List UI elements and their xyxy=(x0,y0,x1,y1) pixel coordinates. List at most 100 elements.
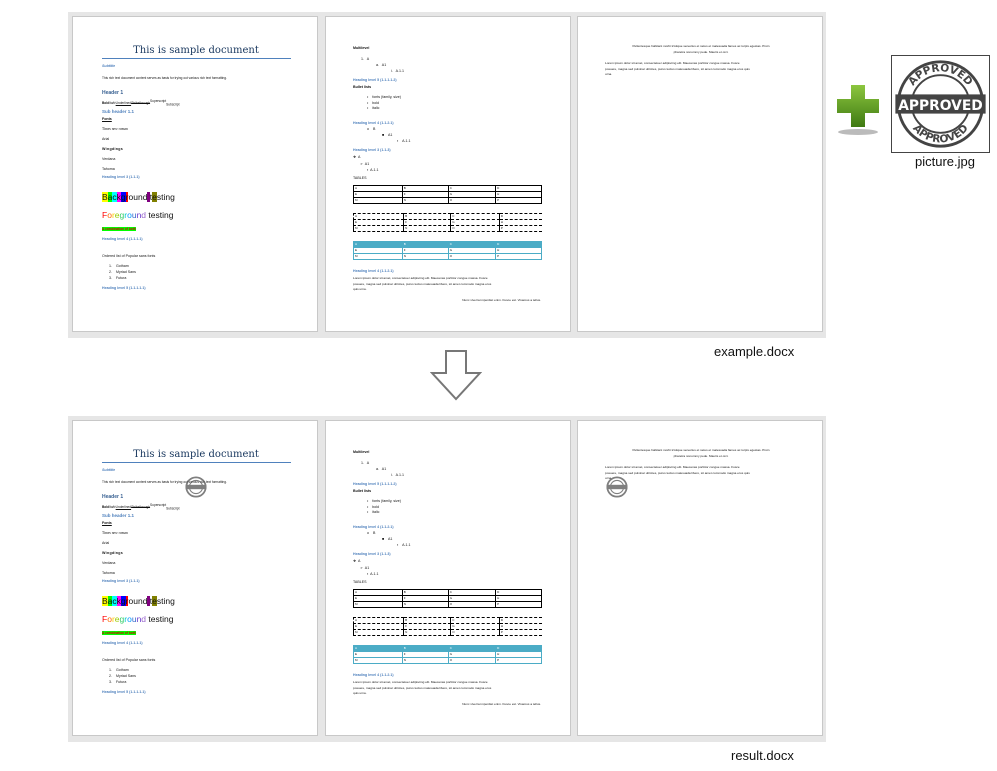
bullet-item: ▪ A.1.1 xyxy=(367,168,379,172)
bullet-item: • bold xyxy=(367,504,380,509)
table-cell: N xyxy=(401,197,449,204)
background-char: k xyxy=(116,596,121,606)
bullet-item: ❖ A xyxy=(353,155,361,159)
heading-5: Heading level 5 (1.1.1.1.2) xyxy=(353,78,397,82)
combination-text: A combination of both xyxy=(102,227,136,231)
bullet-item: ■ A1 xyxy=(382,133,393,137)
bullet-label: Bullet lists xyxy=(353,489,372,493)
centered-line: pharetra nonummy pede. Mauris et orci. xyxy=(673,49,729,54)
list-item: 1. Gotham xyxy=(109,264,129,268)
formatting-sample: Italic xyxy=(109,505,116,510)
stamp-text-band: APPROVED xyxy=(898,98,983,114)
fonts-label: Fonts xyxy=(102,521,112,525)
result-page-2: Multilevel 1. A a. A1 i. A.1.1 Heading level… xyxy=(325,420,571,736)
header-1: Header 1 xyxy=(102,494,124,500)
background-char: e xyxy=(152,596,157,606)
heading-4: Heading level 4 (1.1.1.1) xyxy=(102,237,143,241)
list-intro: Ordered list of Popular sans fonts xyxy=(102,658,156,662)
background-char: B xyxy=(102,192,108,202)
foreground-char: t xyxy=(159,614,163,624)
foreground-char: g xyxy=(168,614,174,624)
background-char: d xyxy=(142,192,148,202)
table-cell: N xyxy=(401,601,449,608)
font-sample: Verdana xyxy=(102,157,116,161)
bullet-item: • fonts (family, size) xyxy=(367,499,401,503)
background-char: t xyxy=(161,596,164,606)
formatting-sample: Subscript xyxy=(166,506,180,511)
doc-title: This is sample document xyxy=(133,449,259,460)
subtitle: Subtitle xyxy=(102,468,116,472)
foreground-char: r xyxy=(111,210,115,220)
background-char: u xyxy=(133,596,138,606)
foreground-char: e xyxy=(114,210,120,220)
foreground-char: r xyxy=(124,614,128,624)
plus-icon xyxy=(837,85,879,135)
foreground-char: n xyxy=(164,614,169,624)
table-cell: N xyxy=(401,657,449,664)
background-char: i xyxy=(163,596,166,606)
font-sample: Times new roman xyxy=(102,531,128,535)
background-char: s xyxy=(156,596,162,606)
formatting-line: BoldItalicUnderlinedStrikethroughSupersc… xyxy=(102,99,179,107)
bullet-item: ■ A1 xyxy=(382,537,393,541)
list-item: a. A1 xyxy=(376,467,387,471)
background-char: s xyxy=(156,192,162,202)
lorem-line: Lorem ipsum dolor sit amet, consectetuer… xyxy=(605,465,740,469)
table-cell: M xyxy=(352,629,404,636)
bullet-label: Bullet lists xyxy=(353,85,372,89)
foreground-char: o xyxy=(127,614,132,624)
background-char xyxy=(147,192,150,202)
background-testing: Background testing xyxy=(102,596,175,606)
background-char: g xyxy=(170,192,175,202)
background-char: c xyxy=(112,192,117,202)
list-item: 1. A xyxy=(361,461,370,465)
foreground-char: t xyxy=(148,614,151,624)
bullet-item: o B xyxy=(367,531,376,535)
background-char: k xyxy=(116,192,121,202)
background-char: B xyxy=(102,596,108,606)
bullet-item: • italic xyxy=(367,510,380,514)
font-sample: Tahoma xyxy=(102,167,115,171)
lorem-line: Lorem ipsum dolor sit amet, consectetuer… xyxy=(605,61,740,65)
background-char: t xyxy=(149,596,153,606)
foreground-char: d xyxy=(141,614,147,624)
table-cell: N xyxy=(403,629,451,636)
source-page-2: Multilevel 1. A a. A1 i. A.1.1 Heading level… xyxy=(325,16,571,332)
list-item: a. A1 xyxy=(376,63,387,67)
list-item: i. A.1.1 xyxy=(391,69,404,73)
foreground-char: g xyxy=(119,210,125,220)
bullet-item: ➢ A1 xyxy=(360,565,370,570)
font-sample: Wingdings xyxy=(102,147,124,151)
foreground-char: o xyxy=(127,210,132,220)
background-char: a xyxy=(107,596,113,606)
table-cell: O xyxy=(447,657,497,664)
table-cell: P xyxy=(495,197,542,204)
table-cell: O xyxy=(447,601,497,608)
background-char: o xyxy=(128,596,134,606)
bullet-item: • bold xyxy=(367,100,380,105)
background-char: r xyxy=(125,596,129,606)
combination-text: A combination of both xyxy=(102,631,136,635)
list-item: 2. Myriad Sans xyxy=(109,270,136,274)
heading-5: Heading level 5 (1.1.1.1.1) xyxy=(102,286,146,290)
table-cell: N xyxy=(403,225,451,232)
formatting-sample: Superscript xyxy=(150,99,167,103)
table-cell: P xyxy=(495,657,542,664)
table-cell: O xyxy=(450,225,500,232)
background-char: c xyxy=(112,596,117,606)
lorem-line: posuere, magna sed pulvinar ultricies, p… xyxy=(605,66,750,71)
source-filename: example.docx xyxy=(714,344,795,359)
list-item: i. A.1.1 xyxy=(391,473,404,477)
multilevel-label: Multilevel xyxy=(353,46,370,50)
foreground-char: i xyxy=(162,614,165,624)
background-char: i xyxy=(163,192,166,202)
font-sample: Wingdings xyxy=(102,551,124,555)
background-char: t xyxy=(149,192,153,202)
